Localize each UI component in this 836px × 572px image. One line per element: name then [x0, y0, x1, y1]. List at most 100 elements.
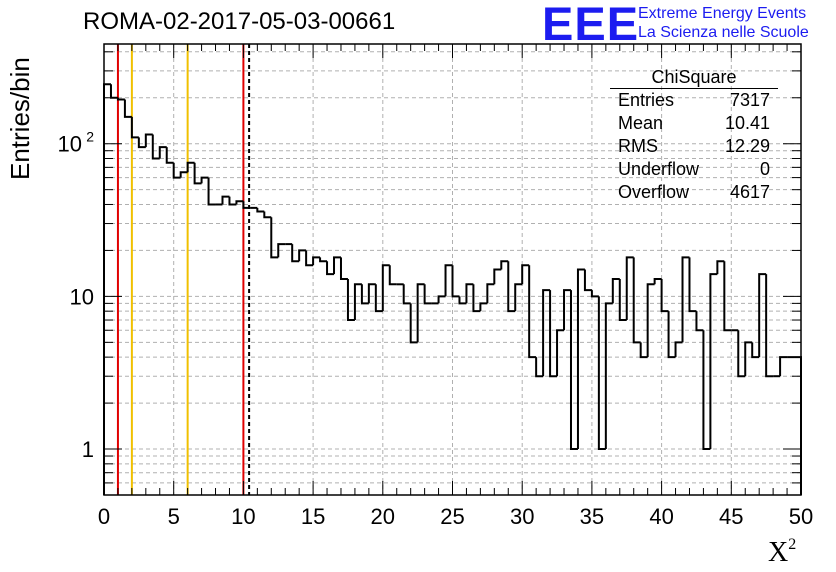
histogram-bin	[765, 274, 774, 378]
x-axis-label-main: X	[768, 537, 789, 568]
histogram-bin	[639, 342, 648, 359]
histogram-bin	[221, 195, 230, 205]
histogram-bin	[486, 283, 495, 304]
histogram-bin	[333, 256, 341, 275]
histogram-bin	[388, 265, 397, 286]
histogram-bin	[256, 207, 265, 213]
histogram-bin	[597, 296, 606, 451]
stats-label: RMS	[618, 136, 658, 156]
histogram-bin	[360, 284, 369, 305]
histogram-bin	[242, 201, 251, 209]
histogram-bin	[207, 177, 216, 206]
histogram-bin	[451, 265, 460, 298]
histogram-bin	[514, 283, 523, 312]
histogram-bin	[751, 342, 760, 359]
histogram-bin	[556, 329, 565, 377]
histogram-bin	[549, 290, 558, 378]
histogram-bin	[130, 116, 139, 139]
histogram-bin	[123, 99, 132, 118]
histogram-bin	[158, 146, 167, 159]
logo-caption-line1: Extreme Energy Events	[638, 5, 807, 22]
logo-caption-line2: La Scienza nelle Scuole	[638, 24, 809, 41]
histogram-bin	[618, 278, 627, 322]
histogram-bin	[660, 278, 669, 313]
histogram-bin	[416, 283, 425, 343]
stats-row-entries: Entries 7317	[610, 89, 778, 112]
x-tick-label: 20	[371, 504, 395, 529]
stats-label: Mean	[618, 113, 664, 133]
histogram-bin	[165, 147, 174, 164]
histogram-bin	[263, 211, 272, 219]
histogram-bin	[116, 97, 125, 101]
y-axis-label: Entries/bin	[5, 57, 35, 180]
histogram-bin	[667, 311, 676, 359]
histogram-bin	[737, 330, 746, 378]
histogram-bin	[507, 261, 516, 313]
stats-row-mean: Mean 10.41	[610, 112, 778, 135]
histogram-bin	[758, 273, 767, 358]
histogram-bin	[437, 295, 446, 304]
stats-box: ChiSquare Entries 7317 Mean 10.41 RMS 12.29…	[610, 66, 778, 204]
marker-lines	[116, 44, 251, 495]
histogram-bin	[193, 162, 202, 185]
histogram-bin	[409, 303, 418, 344]
histogram-bin	[695, 311, 704, 332]
histogram-bin	[674, 341, 683, 358]
x-axis-label: X2	[768, 536, 796, 569]
x-tick-label: 0	[98, 504, 110, 529]
histogram-bin	[277, 243, 286, 258]
histogram-bin	[465, 283, 474, 304]
histogram-bin	[632, 257, 641, 344]
histogram-bin	[535, 357, 544, 378]
histogram-bin	[423, 284, 432, 305]
stats-label: Underflow	[618, 159, 700, 179]
histogram-bin	[542, 289, 551, 377]
histogram-bin	[709, 273, 718, 450]
y-tick-label: 10	[70, 284, 94, 309]
histogram-bin	[374, 284, 383, 313]
stats-label: Overflow	[618, 182, 690, 202]
x-tick-label: 30	[510, 504, 534, 529]
histogram-bin	[312, 256, 321, 266]
x-tick-label: 15	[301, 504, 325, 529]
axis-ticks	[103, 44, 802, 496]
histogram-bin	[681, 256, 690, 343]
histogram-bin	[521, 264, 530, 285]
histogram-bin	[653, 277, 662, 285]
histogram-bin	[794, 356, 802, 495]
histogram-bin	[723, 261, 732, 332]
stats-row-rms: RMS 12.29	[610, 135, 778, 158]
stats-value: 7317	[729, 90, 770, 110]
histogram-bin	[339, 257, 348, 280]
histogram-bin	[109, 84, 118, 99]
histogram-bin	[235, 200, 244, 205]
histogram-bin	[319, 257, 328, 263]
histogram-bin	[688, 257, 697, 313]
histogram-bin	[298, 249, 307, 262]
chart-title: ROMA-02-2017-05-03-00661	[83, 8, 396, 35]
x-tick-label: 35	[580, 504, 604, 529]
stats-row-overflow: Overflow 4617	[610, 181, 778, 204]
logo-caption: Extreme Energy Events La Scienza nelle S…	[638, 4, 809, 42]
histogram-bin	[291, 244, 300, 263]
x-tick-label: 25	[440, 504, 464, 529]
stats-label: Entries	[618, 90, 675, 110]
histogram-bin	[402, 284, 411, 305]
stats-row-underflow: Underflow 0	[610, 158, 778, 181]
histogram-bin	[583, 269, 592, 292]
x-axis-label-superscript: 2	[788, 536, 797, 553]
histogram-bin	[611, 277, 620, 304]
x-tick-label: 45	[719, 504, 743, 529]
histogram-bin	[137, 137, 146, 149]
x-tick-label: 5	[168, 504, 180, 529]
histogram-bin	[569, 290, 578, 451]
histogram-bin	[353, 283, 362, 321]
histogram-bin	[563, 289, 571, 331]
y-tick-label: 1	[82, 437, 94, 462]
histogram-bin	[270, 217, 279, 259]
histogram-bin	[500, 260, 509, 270]
histogram-bin	[590, 290, 599, 298]
histogram-bin	[576, 268, 585, 450]
stats-value: 0	[759, 159, 770, 179]
